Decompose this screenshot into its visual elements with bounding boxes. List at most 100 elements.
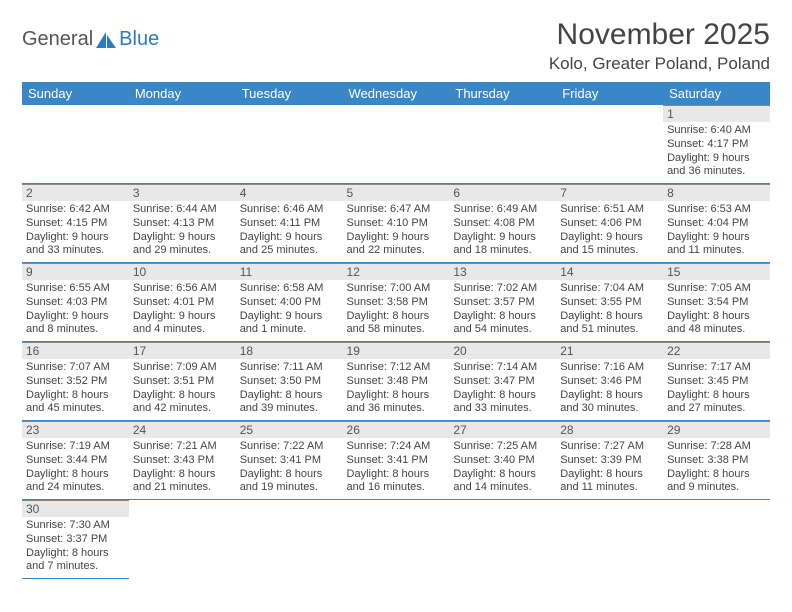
daylight-line2: and 22 minutes. (347, 244, 446, 258)
day-number: 8 (663, 185, 770, 201)
sunset-text: Sunset: 3:46 PM (560, 375, 659, 389)
calendar-cell: 23 Sunrise: 7:19 AMSunset: 3:44 PMDayligh… (22, 421, 129, 500)
calendar-cell: 3Sunrise: 6:44 AMSunset: 4:13 PMDaylight… (129, 184, 236, 263)
logo-sail-icon (95, 31, 117, 49)
calendar-cell (343, 500, 450, 579)
sunrise-text: Sunrise: 7:19 AM (26, 440, 125, 454)
sunset-text: Sunset: 3:51 PM (133, 375, 232, 389)
calendar-cell: 1Sunrise: 6:40 AMSunset: 4:17 PMDaylight… (663, 105, 770, 184)
sunset-text: Sunset: 3:52 PM (26, 375, 125, 389)
sunrise-text: Sunrise: 6:42 AM (26, 203, 125, 217)
sunrise-text: Sunrise: 6:47 AM (347, 203, 446, 217)
daylight-line1: Daylight: 9 hours (453, 231, 552, 245)
calendar-cell: 27Sunrise: 7:25 AMSunset: 3:40 PMDayligh… (449, 421, 556, 500)
daylight-line1: Daylight: 8 hours (667, 468, 766, 482)
calendar-cell: 8Sunrise: 6:53 AMSunset: 4:04 PMDaylight… (663, 184, 770, 263)
day-number: 3 (129, 185, 236, 201)
day-number: 20 (449, 343, 556, 359)
daylight-line1: Daylight: 9 hours (240, 310, 339, 324)
day-number: 27 (449, 422, 556, 438)
calendar-cell: 10Sunrise: 6:56 AMSunset: 4:01 PMDayligh… (129, 263, 236, 342)
day-number: 15 (663, 264, 770, 280)
sunset-text: Sunset: 3:37 PM (26, 533, 125, 547)
logo-text-blue: Blue (119, 28, 159, 51)
weekday-header: Tuesday (236, 82, 343, 105)
sunset-text: Sunset: 4:08 PM (453, 217, 552, 231)
sunset-text: Sunset: 4:03 PM (26, 296, 125, 310)
calendar-cell (236, 500, 343, 579)
day-number: 22 (663, 343, 770, 359)
sunset-text: Sunset: 3:57 PM (453, 296, 552, 310)
calendar-cell: 2 Sunrise: 6:42 AMSunset: 4:15 PMDaylight… (22, 184, 129, 263)
day-number: 11 (236, 264, 343, 280)
sunset-text: Sunset: 4:06 PM (560, 217, 659, 231)
calendar-cell (343, 105, 450, 184)
calendar-cell (663, 500, 770, 579)
sunset-text: Sunset: 3:44 PM (26, 454, 125, 468)
daylight-line2: and 33 minutes. (453, 402, 552, 416)
sunset-text: Sunset: 3:41 PM (240, 454, 339, 468)
sunrise-text: Sunrise: 7:25 AM (453, 440, 552, 454)
weekday-header: Thursday (449, 82, 556, 105)
calendar-cell: 5Sunrise: 6:47 AMSunset: 4:10 PMDaylight… (343, 184, 450, 263)
day-number: 30 (22, 501, 129, 517)
calendar-week-row: 9Sunrise: 6:55 AMSunset: 4:03 PMDaylight… (22, 263, 770, 342)
daylight-line2: and 48 minutes. (667, 323, 766, 337)
daylight-line2: and 36 minutes. (667, 165, 766, 179)
day-number: 17 (129, 343, 236, 359)
calendar-cell: 17Sunrise: 7:09 AMSunset: 3:51 PMDayligh… (129, 342, 236, 421)
daylight-line2: and 58 minutes. (347, 323, 446, 337)
sunrise-text: Sunrise: 7:16 AM (560, 361, 659, 375)
calendar-week-row: 16Sunrise: 7:07 AMSunset: 3:52 PMDayligh… (22, 342, 770, 421)
daylight-line2: and 25 minutes. (240, 244, 339, 258)
daylight-line2: and 42 minutes. (133, 402, 232, 416)
daylight-line1: Daylight: 9 hours (560, 231, 659, 245)
daylight-line2: and 18 minutes. (453, 244, 552, 258)
day-number: 28 (556, 422, 663, 438)
daylight-line1: Daylight: 9 hours (26, 231, 125, 245)
calendar-cell: 25Sunrise: 7:22 AMSunset: 3:41 PMDayligh… (236, 421, 343, 500)
daylight-line1: Daylight: 8 hours (26, 468, 125, 482)
day-number: 12 (343, 264, 450, 280)
sunset-text: Sunset: 4:10 PM (347, 217, 446, 231)
sunrise-text: Sunrise: 6:51 AM (560, 203, 659, 217)
day-number: 1 (663, 106, 770, 122)
sunrise-text: Sunrise: 7:28 AM (667, 440, 766, 454)
sunrise-text: Sunrise: 6:56 AM (133, 282, 232, 296)
day-number: 7 (556, 185, 663, 201)
calendar-cell: 24Sunrise: 7:21 AMSunset: 3:43 PMDayligh… (129, 421, 236, 500)
day-number: 5 (343, 185, 450, 201)
calendar-week-row: 30Sunrise: 7:30 AMSunset: 3:37 PMDayligh… (22, 500, 770, 579)
day-number: 23 (22, 422, 129, 438)
calendar-cell (449, 500, 556, 579)
calendar-table: SundayMondayTuesdayWednesdayThursdayFrid… (22, 82, 770, 579)
calendar-cell: 9Sunrise: 6:55 AMSunset: 4:03 PMDaylight… (22, 263, 129, 342)
calendar-week-row: 2Sunrise: 6:42 AMSunset: 4:15 PMDaylight… (22, 184, 770, 263)
daylight-line2: and 11 minutes. (560, 481, 659, 495)
daylight-line2: and 30 minutes. (560, 402, 659, 416)
daylight-line1: Daylight: 9 hours (26, 310, 125, 324)
sunrise-text: Sunrise: 7:22 AM (240, 440, 339, 454)
sunset-text: Sunset: 4:15 PM (26, 217, 125, 231)
calendar-cell (449, 105, 556, 184)
sunset-text: Sunset: 3:43 PM (133, 454, 232, 468)
daylight-line1: Daylight: 9 hours (240, 231, 339, 245)
sunrise-text: Sunrise: 6:53 AM (667, 203, 766, 217)
calendar-cell: 13Sunrise: 7:02 AMSunset: 3:57 PMDayligh… (449, 263, 556, 342)
daylight-line2: and 1 minute. (240, 323, 339, 337)
calendar-cell: 11Sunrise: 6:58 AMSunset: 4:00 PMDayligh… (236, 263, 343, 342)
sunset-text: Sunset: 3:41 PM (347, 454, 446, 468)
daylight-line2: and 14 minutes. (453, 481, 552, 495)
daylight-line1: Daylight: 8 hours (240, 389, 339, 403)
daylight-line2: and 24 minutes. (26, 481, 125, 495)
weekday-header-row: SundayMondayTuesdayWednesdayThursdayFrid… (22, 82, 770, 105)
weekday-header: Saturday (663, 82, 770, 105)
day-number: 2 (22, 185, 129, 201)
calendar-cell (556, 500, 663, 579)
calendar-cell (129, 500, 236, 579)
calendar-cell: 14Sunrise: 7:04 AMSunset: 3:55 PMDayligh… (556, 263, 663, 342)
sunrise-text: Sunrise: 6:49 AM (453, 203, 552, 217)
calendar-cell: 6Sunrise: 6:49 AMSunset: 4:08 PMDaylight… (449, 184, 556, 263)
day-number: 14 (556, 264, 663, 280)
daylight-line1: Daylight: 8 hours (560, 389, 659, 403)
